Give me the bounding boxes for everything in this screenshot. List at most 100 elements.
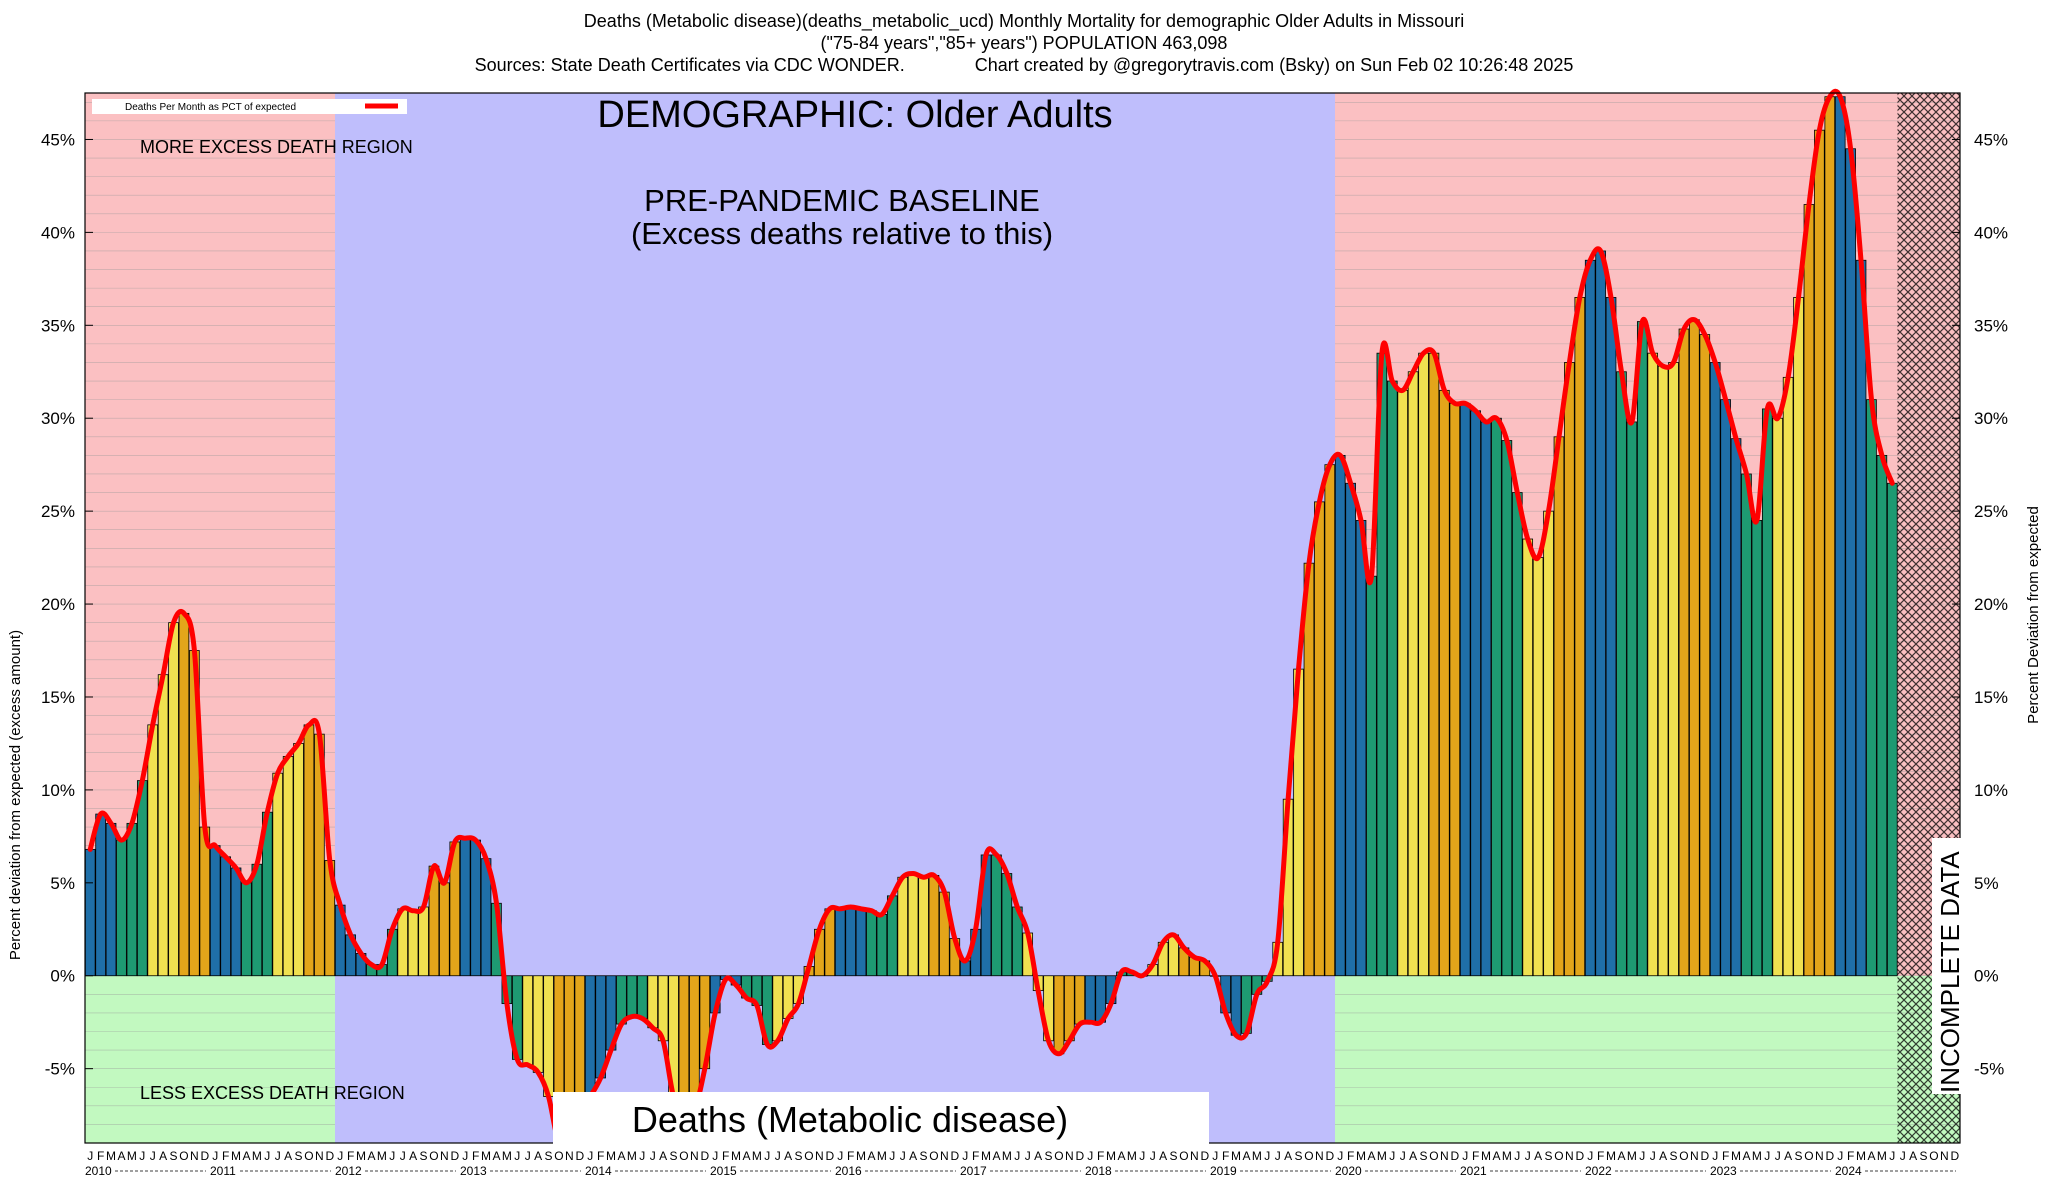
x-month-label: N	[565, 1149, 574, 1163]
bar	[272, 772, 284, 977]
bar	[1866, 399, 1877, 977]
y-tick-label-left: 15%	[41, 688, 75, 707]
x-month-label: J	[337, 1149, 343, 1163]
bar	[1605, 297, 1617, 977]
bar	[105, 822, 117, 977]
x-month-label: A	[1742, 1149, 1750, 1163]
x-month-label: A	[492, 1149, 500, 1163]
x-month-label: F	[1222, 1149, 1229, 1163]
x-month-label: N	[1690, 1149, 1699, 1163]
x-month-label: F	[1097, 1149, 1104, 1163]
x-month-label: J	[1525, 1149, 1531, 1163]
x-month-label: J	[1139, 1149, 1145, 1163]
bar	[1814, 129, 1825, 977]
bar	[845, 906, 856, 977]
x-month-label: J	[1639, 1149, 1645, 1163]
bar	[1647, 352, 1659, 977]
x-month-label: J	[212, 1149, 218, 1163]
x-month-label: J	[1400, 1149, 1406, 1163]
bar	[251, 863, 263, 977]
x-month-label: J	[1150, 1149, 1156, 1163]
bar	[626, 975, 638, 1018]
title-line-3: Sources: State Death Certificates via CD…	[474, 55, 1574, 75]
bar	[1480, 421, 1492, 977]
x-month-label: N	[315, 1149, 324, 1163]
x-month-label: A	[1617, 1149, 1625, 1163]
x-month-label: J	[514, 1149, 520, 1163]
bar	[1334, 454, 1346, 977]
bar	[1772, 417, 1784, 977]
y-tick-label-left: 20%	[41, 595, 75, 614]
x-month-label: M	[356, 1149, 366, 1163]
x-month-label: F	[1847, 1149, 1854, 1163]
x-month-label: O	[1304, 1149, 1313, 1163]
more-excess-region-label: MORE EXCESS DEATH REGION	[140, 137, 413, 157]
x-year-label: 2012	[335, 1164, 362, 1178]
y-tick-label-left: -5%	[45, 1060, 75, 1079]
x-month-label: J	[775, 1149, 781, 1163]
x-month-label: N	[1815, 1149, 1824, 1163]
bar	[1803, 204, 1815, 977]
bar	[1366, 575, 1377, 977]
x-month-label: M	[1502, 1149, 1512, 1163]
y-tick-label-left: 35%	[41, 316, 75, 335]
x-month-label: O	[1804, 1149, 1813, 1163]
y-tick-label-right: 25%	[1974, 502, 2008, 521]
x-month-label: O	[1554, 1149, 1563, 1163]
bar	[1386, 380, 1398, 977]
x-month-label: D	[700, 1149, 709, 1163]
x-month-label: N	[815, 1149, 824, 1163]
bar	[168, 622, 179, 977]
x-month-label: F	[597, 1149, 604, 1163]
y-tick-label-left: 30%	[41, 409, 75, 428]
bar	[209, 845, 221, 977]
x-month-label: D	[325, 1149, 334, 1163]
x-month-label: J	[1275, 1149, 1281, 1163]
x-month-label: S	[1545, 1149, 1553, 1163]
bar	[616, 975, 627, 1025]
bar	[1876, 454, 1888, 977]
bar	[303, 724, 315, 977]
bar	[1782, 376, 1794, 977]
x-month-label: A	[1659, 1149, 1667, 1163]
x-month-label: M	[606, 1149, 616, 1163]
x-month-label: N	[1065, 1149, 1074, 1163]
x-month-label: A	[534, 1149, 542, 1163]
bar	[574, 975, 586, 1112]
x-month-label: A	[1367, 1149, 1375, 1163]
x-month-label: F	[97, 1149, 104, 1163]
x-month-label: A	[1534, 1149, 1542, 1163]
y-axis-title-right: Percent Deviation from expected	[2025, 506, 2042, 724]
bar	[1053, 975, 1065, 1055]
x-month-label: J	[400, 1149, 406, 1163]
x-month-label: J	[1837, 1149, 1843, 1163]
x-month-label: S	[1420, 1149, 1428, 1163]
x-month-label: M	[1231, 1149, 1241, 1163]
x-year-label: 2016	[835, 1164, 862, 1178]
x-year-label: 2024	[1835, 1164, 1862, 1178]
series-line-path	[87, 88, 1895, 1148]
bar	[95, 813, 106, 977]
x-month-label: N	[1190, 1149, 1199, 1163]
x-month-label: M	[377, 1149, 387, 1163]
bar	[855, 908, 867, 977]
bar	[1678, 328, 1690, 977]
x-month-label: M	[252, 1149, 262, 1163]
bar	[1730, 438, 1742, 977]
x-month-label: J	[275, 1149, 281, 1163]
bar	[1449, 402, 1461, 977]
x-month-label: M	[481, 1149, 491, 1163]
bar	[1720, 399, 1731, 977]
bar	[116, 839, 127, 977]
x-month-label: A	[117, 1149, 125, 1163]
y-tick-label-right: 15%	[1974, 688, 2008, 707]
x-month-label: A	[1867, 1149, 1875, 1163]
x-month-label: J	[1389, 1149, 1395, 1163]
x-month-label: N	[690, 1149, 699, 1163]
x-month-label: A	[1909, 1149, 1917, 1163]
x-month-label: A	[409, 1149, 417, 1163]
bar	[1501, 440, 1513, 977]
bar	[1761, 408, 1773, 977]
demographic-label: DEMOGRAPHIC: Older Adults	[597, 94, 1112, 136]
bar	[230, 867, 242, 977]
